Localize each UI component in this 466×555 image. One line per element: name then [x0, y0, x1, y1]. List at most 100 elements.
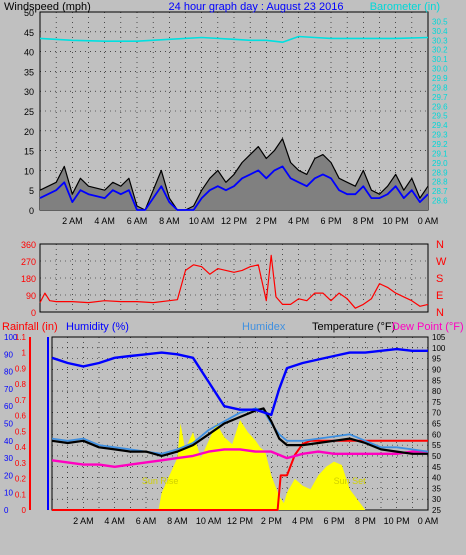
wind-x-tick: 8 AM — [159, 216, 180, 226]
rainfall-line — [52, 439, 428, 511]
humidity-y-tick: 70 — [4, 385, 13, 394]
wind-y-tick: 40 — [24, 48, 34, 58]
barometer-y-tick: 28.8 — [432, 178, 448, 187]
wind-y-tick: 0 — [29, 206, 34, 216]
temperature-x-tick: 10 AM — [196, 516, 222, 526]
rain-y-tick: 0.5 — [15, 427, 27, 436]
wind-x-tick: 4 PM — [288, 216, 309, 226]
wind-x-tick: 12 PM — [221, 216, 247, 226]
humidity-y-tick: 50 — [4, 420, 13, 429]
temperature-x-tick: 10 PM — [384, 516, 410, 526]
rain-y-tick: 0.3 — [15, 459, 27, 468]
solar-area — [52, 420, 428, 510]
rain-y-tick: 0 — [22, 506, 27, 515]
temperature-x-tick: 4 PM — [292, 516, 313, 526]
temperature-y-tick: 30 — [432, 495, 441, 504]
temperature-y-tick: 25 — [432, 506, 441, 515]
rain-y-tick: 0.9 — [15, 364, 27, 373]
humidity-axis-title: Humidity (%) — [66, 321, 129, 333]
barometer-y-tick: 29.1 — [432, 149, 448, 158]
wind-x-tick: 6 PM — [320, 216, 341, 226]
barometer-y-tick: 29.5 — [432, 112, 448, 121]
temperature-y-tick: 55 — [432, 441, 441, 450]
wind-x-tick: 8 PM — [353, 216, 374, 226]
temperature-x-tick: 0 AM — [418, 516, 439, 526]
humidity-y-tick: 60 — [4, 402, 13, 411]
rain-y-tick: 0.4 — [15, 443, 27, 452]
temperature-y-tick: 95 — [432, 355, 441, 364]
wind-x-tick: 6 AM — [127, 216, 148, 226]
humidity-line — [51, 347, 428, 417]
temperature-y-tick: 35 — [432, 484, 441, 493]
compass-label: E — [436, 290, 443, 302]
temperature-x-tick: 4 AM — [104, 516, 125, 526]
compass-label: N — [436, 307, 444, 319]
rain-y-tick: 0.1 — [15, 490, 27, 499]
temperature-y-tick: 65 — [432, 420, 441, 429]
barometer-y-tick: 29.2 — [432, 140, 448, 149]
humidity-y-tick: 100 — [4, 333, 18, 342]
wind-y-tick: 45 — [24, 28, 34, 38]
temperature-line — [51, 407, 428, 457]
temperature-y-tick: 40 — [432, 474, 441, 483]
wind-y-tick: 50 — [24, 8, 34, 18]
temperature-x-tick: 12 PM — [227, 516, 253, 526]
barometer-y-tick: 30.2 — [432, 46, 448, 55]
temperature-y-tick: 70 — [432, 409, 441, 418]
sunset-label: Sun Set — [334, 476, 367, 486]
sunrise-label: Sun Rise — [142, 476, 179, 486]
barometer-axis-title: Barometer (in) — [370, 1, 440, 13]
barometer-y-tick: 30.3 — [432, 36, 448, 45]
wind-x-tick: 10 AM — [189, 216, 215, 226]
barometer-y-tick: 29.6 — [432, 102, 448, 111]
wind-y-tick: 20 — [24, 127, 34, 137]
barometer-y-tick: 29.7 — [432, 93, 448, 102]
gust-line — [39, 138, 429, 211]
barometer-y-tick: 28.7 — [432, 187, 448, 196]
gust-area — [40, 138, 428, 210]
windspeed-line — [39, 165, 429, 211]
temperature-y-tick: 90 — [432, 365, 441, 374]
humidity-y-tick: 80 — [4, 368, 13, 377]
temperature-y-tick: 85 — [432, 376, 441, 385]
barometer-y-tick: 28.6 — [432, 197, 448, 206]
temperature-x-tick: 8 AM — [167, 516, 188, 526]
barometer-y-tick: 30.5 — [432, 17, 448, 26]
humidity-y-tick: 30 — [4, 454, 13, 463]
chart-title: 24 hour graph day : August 23 2016 — [169, 1, 344, 13]
humidity-y-tick: 20 — [4, 471, 13, 480]
temperature-y-tick: 105 — [432, 333, 446, 342]
rain-y-tick: 1.1 — [15, 333, 27, 342]
barometer-y-tick: 28.9 — [432, 168, 448, 177]
temperature-x-tick: 2 PM — [261, 516, 282, 526]
direction-y-tick: 180 — [21, 274, 36, 284]
humidity-y-tick: 10 — [4, 489, 13, 498]
temperature-x-tick: 6 AM — [136, 516, 157, 526]
compass-label: S — [436, 273, 443, 285]
temperature-y-tick: 45 — [432, 463, 441, 472]
barometer-line — [39, 35, 429, 44]
wind-x-tick: 2 PM — [256, 216, 277, 226]
wind-x-tick: 2 AM — [62, 216, 83, 226]
temperature-x-tick: 6 PM — [323, 516, 344, 526]
barometer-y-tick: 30.0 — [432, 65, 448, 74]
barometer-y-tick: 29.9 — [432, 74, 448, 83]
wind-y-tick: 35 — [24, 67, 34, 77]
temperature-y-tick: 100 — [432, 344, 446, 353]
barometer-y-tick: 29.4 — [432, 121, 448, 130]
direction-y-tick: 0 — [31, 308, 36, 318]
dewpoint-axis-title: Dew Point (°F) — [392, 321, 464, 333]
wind-y-tick: 5 — [29, 186, 34, 196]
wind-x-tick: 0 AM — [418, 216, 439, 226]
rain-y-tick: 0.6 — [15, 412, 27, 421]
humidity-y-tick: 90 — [4, 350, 13, 359]
rain-y-tick: 0.7 — [15, 396, 27, 405]
barometer-y-tick: 30.1 — [432, 55, 448, 64]
barometer-y-tick: 30.4 — [432, 27, 448, 36]
compass-label: N — [436, 239, 444, 251]
barometer-y-tick: 29.3 — [432, 131, 448, 140]
windspeed-axis-title: Windspeed (mph) — [4, 1, 91, 13]
humidex-axis-title: Humidex — [242, 321, 286, 333]
direction-y-tick: 360 — [21, 240, 36, 250]
